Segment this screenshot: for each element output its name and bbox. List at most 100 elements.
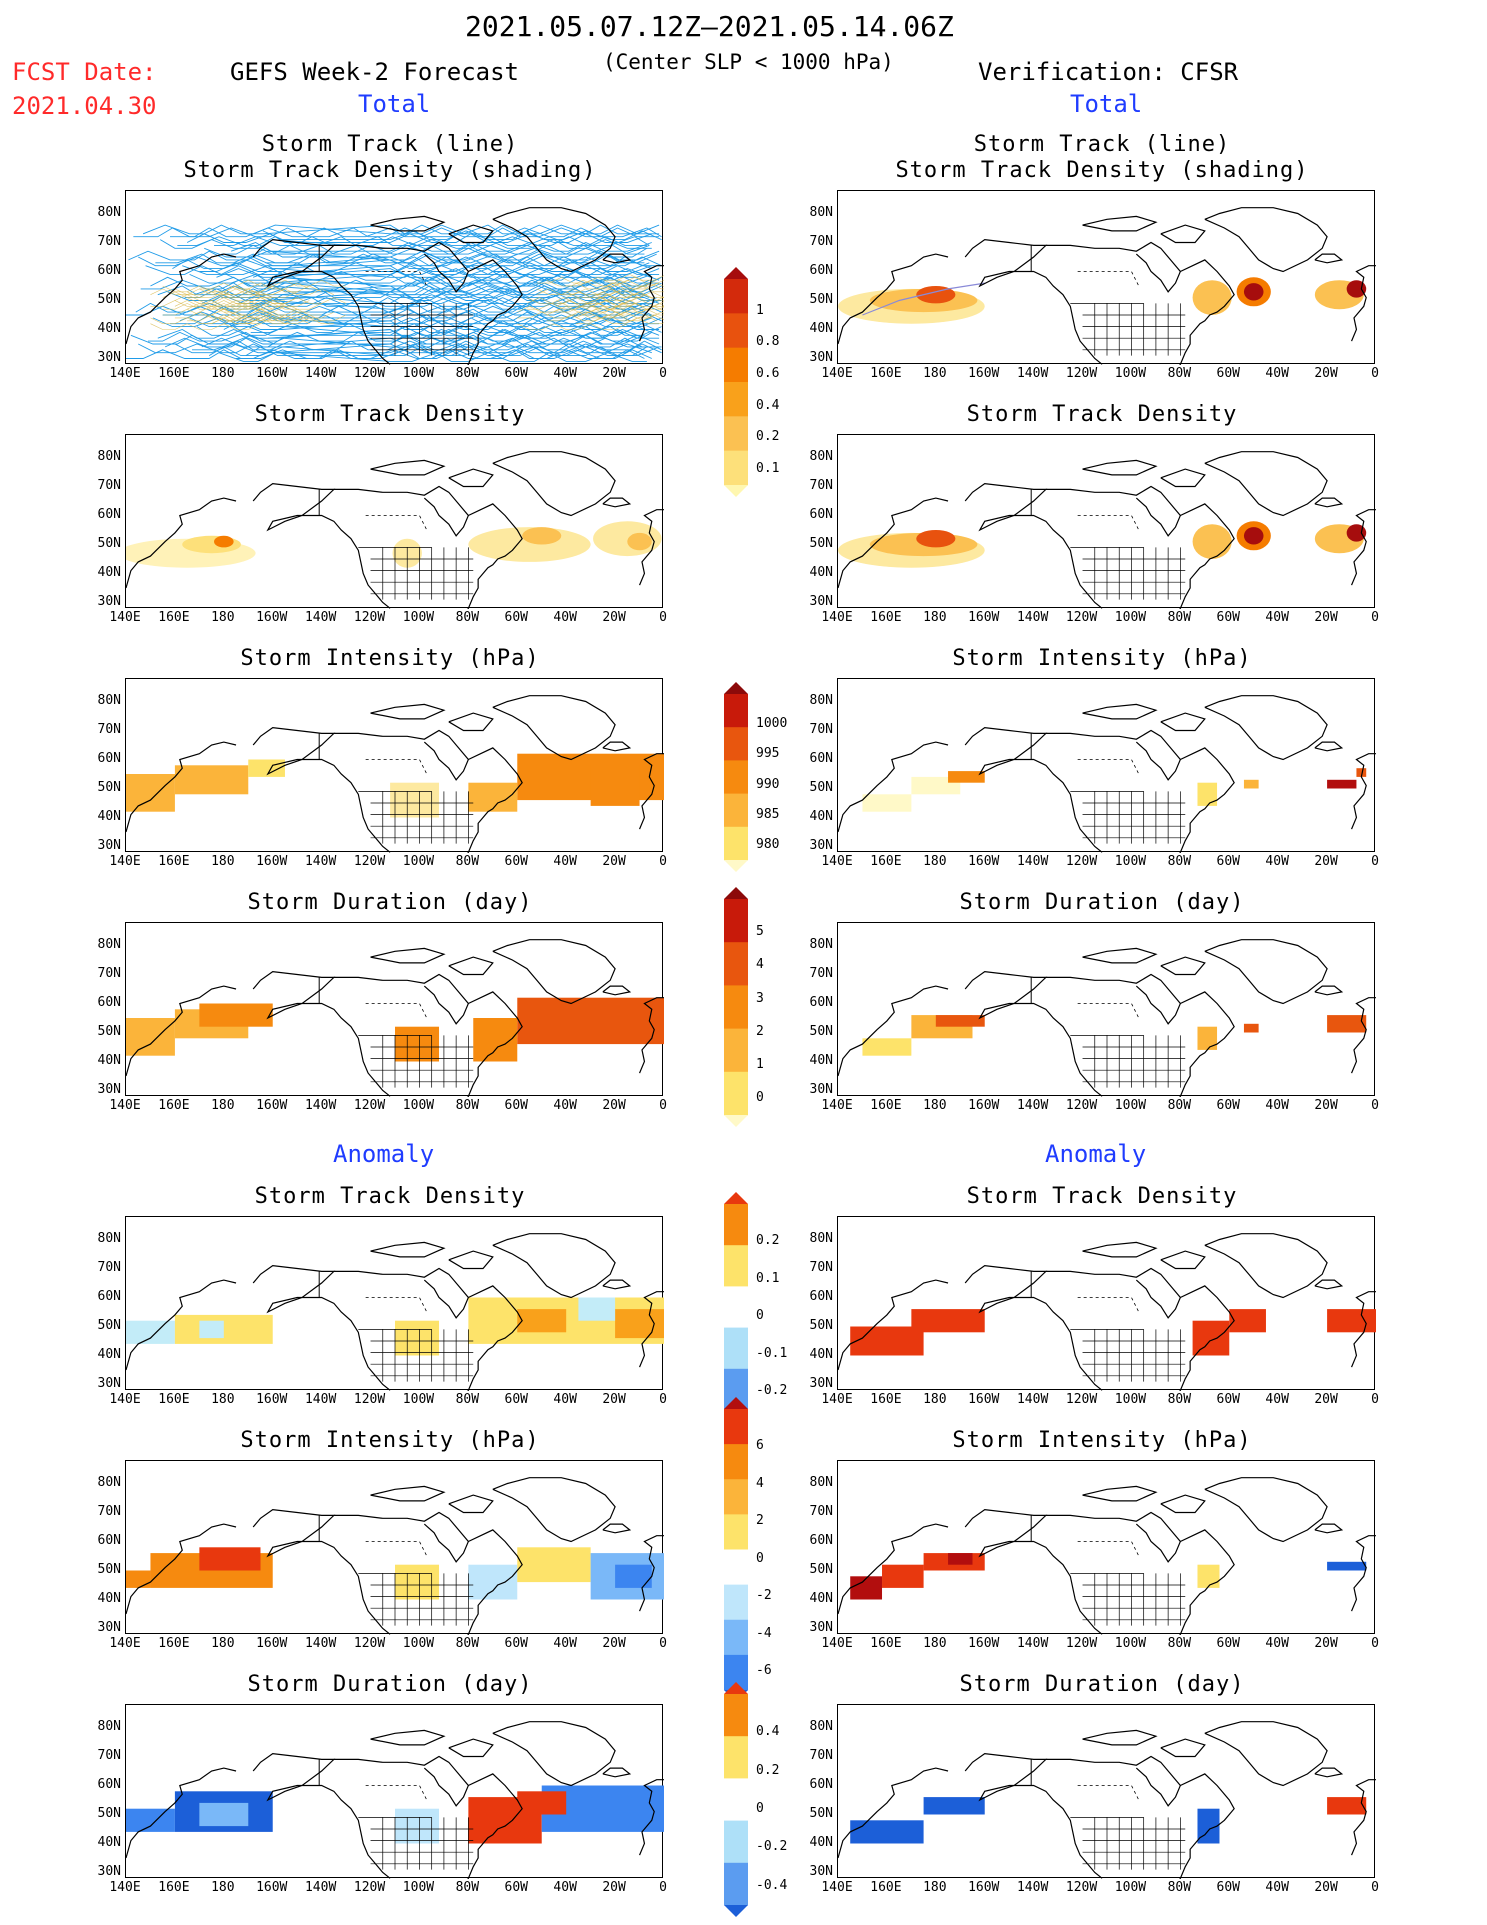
lon-tick-label: 20W bbox=[602, 1880, 626, 1895]
lat-tick-label: 60N bbox=[97, 1532, 121, 1548]
section-anomaly-right: Anomaly bbox=[1045, 1140, 1147, 1168]
lon-tick-label: 160W bbox=[256, 1392, 288, 1407]
lat-tick-label: 70N bbox=[809, 1259, 833, 1275]
lon-tick-label: 20W bbox=[1314, 1636, 1338, 1651]
lon-tick-label: 40W bbox=[1265, 366, 1289, 381]
lat-tick-label: 30N bbox=[97, 1081, 121, 1097]
lon-tick-label: 100W bbox=[402, 1392, 435, 1407]
lat-tick-label: 80N bbox=[809, 1474, 833, 1490]
colorbar-label: 980 bbox=[756, 836, 780, 852]
map-panel-track-verification bbox=[837, 190, 1376, 365]
lon-tick-label: 0 bbox=[659, 1636, 667, 1651]
lat-tick-label: 80N bbox=[97, 448, 121, 464]
lon-tick-label: 0 bbox=[659, 854, 667, 869]
lat-tick-label: 40N bbox=[97, 1346, 121, 1362]
lon-tick-label: 100W bbox=[402, 854, 435, 869]
lat-tick-label: 60N bbox=[97, 506, 121, 522]
lon-tick-label: 20W bbox=[602, 1392, 626, 1407]
title-track-line-left: Storm Track (line) bbox=[261, 132, 519, 157]
lon-tick-label: 80W bbox=[455, 610, 480, 625]
lon-tick-label: 60W bbox=[504, 1098, 528, 1113]
lon-tick-label: 60W bbox=[1216, 1636, 1240, 1651]
lon-tick-label: 140E bbox=[109, 1392, 141, 1407]
colorbar-label: 0.2 bbox=[756, 1762, 780, 1778]
lon-tick-label: 40W bbox=[553, 1392, 577, 1407]
lon-tick-label: 60W bbox=[1216, 366, 1240, 381]
lon-tick-label: 0 bbox=[659, 1098, 667, 1113]
lon-tick-label: 0 bbox=[1371, 610, 1379, 625]
lat-tick-label: 50N bbox=[809, 1317, 833, 1333]
lon-tick-label: 160E bbox=[870, 1636, 902, 1651]
lat-tick-label: 80N bbox=[809, 1230, 833, 1246]
lat-tick-label: 80N bbox=[809, 692, 833, 708]
lon-tick-label: 0 bbox=[1371, 1098, 1379, 1113]
lon-tick-label: 0 bbox=[1371, 854, 1379, 869]
lon-tick-label: 160W bbox=[256, 366, 288, 381]
lon-tick-label: 140E bbox=[109, 1636, 141, 1651]
lat-tick-label: 70N bbox=[97, 233, 121, 249]
title-anom-intensity-right: Storm Intensity (hPa) bbox=[952, 1428, 1252, 1453]
lon-tick-label: 20W bbox=[1314, 610, 1338, 625]
lon-tick-label: 160E bbox=[158, 1880, 190, 1895]
coastlines-anomintensity-forecast bbox=[126, 1477, 664, 1635]
lon-tick-label: 80W bbox=[455, 366, 480, 381]
lat-tick-label: 50N bbox=[809, 291, 833, 307]
lon-tick-label: 40W bbox=[1265, 854, 1289, 869]
lon-tick-label: 160E bbox=[158, 854, 190, 869]
map-panel-density-forecast bbox=[125, 434, 664, 609]
lat-tick-label: 70N bbox=[809, 477, 833, 493]
coastlines-density-verification bbox=[838, 451, 1376, 609]
lat-tick-label: 60N bbox=[97, 262, 121, 278]
lon-tick-label: 100W bbox=[1114, 854, 1147, 869]
lon-tick-label: 60W bbox=[504, 1636, 528, 1651]
lat-tick-label: 80N bbox=[97, 1230, 121, 1246]
lon-tick-label: 140W bbox=[1016, 1636, 1049, 1651]
shading-duration-verification bbox=[862, 1015, 1367, 1056]
model-title: GEFS Week-2 Forecast bbox=[230, 58, 519, 86]
lon-tick-label: 100W bbox=[402, 1880, 435, 1895]
lon-tick-label: 80W bbox=[455, 1098, 480, 1113]
lon-tick-label: 80W bbox=[1167, 366, 1192, 381]
lon-tick-label: 60W bbox=[1216, 610, 1240, 625]
lat-tick-label: 50N bbox=[809, 1561, 833, 1577]
lon-tick-label: 60W bbox=[504, 1880, 528, 1895]
lon-tick-label: 160E bbox=[870, 1880, 902, 1895]
lon-tick-label: 140E bbox=[109, 854, 141, 869]
lon-tick-label: 140E bbox=[821, 1880, 853, 1895]
title-anom-density-left: Storm Track Density bbox=[254, 1184, 526, 1209]
map-panel-density-verification bbox=[837, 434, 1376, 609]
lat-tick-label: 40N bbox=[809, 1834, 833, 1850]
lat-tick-label: 30N bbox=[97, 349, 121, 365]
lat-tick-label: 60N bbox=[97, 994, 121, 1010]
lat-tick-label: 50N bbox=[97, 1561, 121, 1577]
lon-tick-label: 40W bbox=[553, 854, 577, 869]
lon-tick-label: 60W bbox=[1216, 1392, 1240, 1407]
colorbar-label: -4 bbox=[756, 1625, 772, 1641]
lon-tick-label: 120W bbox=[353, 1880, 386, 1895]
lon-tick-label: 160W bbox=[968, 1880, 1000, 1895]
lon-tick-label: 100W bbox=[1114, 366, 1147, 381]
lat-tick-label: 60N bbox=[809, 506, 833, 522]
colorbar-label: 0.1 bbox=[756, 461, 780, 477]
lon-tick-label: 160E bbox=[158, 610, 190, 625]
lon-tick-label: 40W bbox=[553, 1636, 577, 1651]
shading-density-verification bbox=[838, 521, 1367, 568]
lon-tick-label: 40W bbox=[553, 1098, 577, 1113]
lat-tick-label: 80N bbox=[809, 448, 833, 464]
lon-tick-label: 140W bbox=[304, 1636, 337, 1651]
lon-tick-label: 80W bbox=[455, 854, 480, 869]
lon-tick-label: 140E bbox=[821, 1636, 853, 1651]
shading-density-forecast bbox=[126, 521, 662, 568]
lon-tick-label: 20W bbox=[1314, 1392, 1338, 1407]
fcst-date-value: 2021.04.30 bbox=[12, 92, 157, 120]
colorbar-label: 0 bbox=[756, 1550, 764, 1566]
coastlines-track-verification bbox=[838, 207, 1376, 365]
map-panel-track-forecast bbox=[125, 190, 664, 365]
lat-tick-label: 30N bbox=[809, 1081, 833, 1097]
title-anom-duration-left: Storm Duration (day) bbox=[247, 1672, 533, 1697]
lon-tick-label: 160E bbox=[158, 1098, 190, 1113]
lon-tick-label: 160W bbox=[256, 1880, 288, 1895]
verification-title: Verification: CFSR bbox=[978, 58, 1239, 86]
lon-tick-label: 60W bbox=[504, 366, 528, 381]
lat-tick-label: 60N bbox=[97, 1288, 121, 1304]
